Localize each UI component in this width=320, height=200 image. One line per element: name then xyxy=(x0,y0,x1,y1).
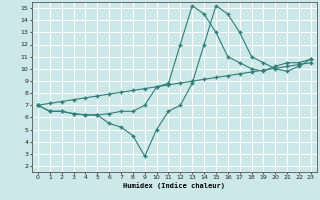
X-axis label: Humidex (Indice chaleur): Humidex (Indice chaleur) xyxy=(124,182,225,189)
